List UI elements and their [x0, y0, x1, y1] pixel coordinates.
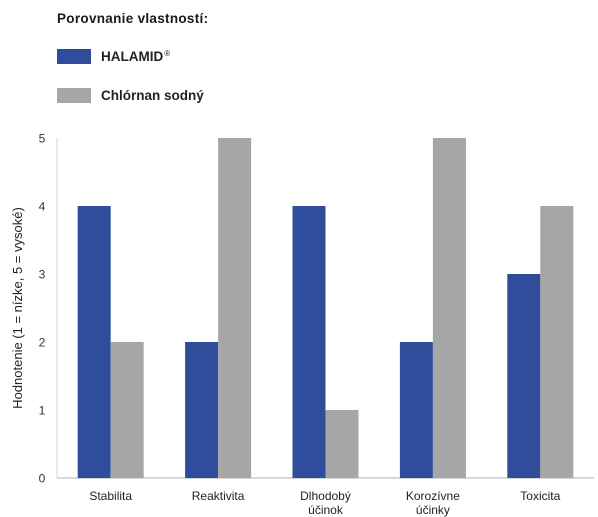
x-tick-label: Dlhodobý účinok: [300, 489, 351, 517]
bar-halamid: [292, 206, 326, 478]
y-tick-label: 4: [39, 200, 46, 214]
bar-halamid: [77, 206, 111, 478]
bar-halamid: [185, 342, 219, 478]
legend-swatch-halamid: [57, 49, 91, 64]
y-axis-label: Hodnotenie (1 = nízke, 5 = vysoké): [10, 207, 25, 409]
legend-label-chlornan: Chlórnan sodný: [101, 88, 204, 103]
x-tick-label: Reaktivita: [192, 489, 245, 503]
bar-chlornan: [325, 410, 359, 478]
y-tick-label: 1: [39, 404, 46, 418]
legend-item-chlornan: Chlórnan sodný: [57, 88, 204, 103]
legend-label-halamid: HALAMID®: [101, 49, 171, 64]
x-tick-label: Korozívne účinky: [406, 489, 460, 517]
y-tick-label: 0: [39, 472, 46, 486]
y-tick-label: 2: [39, 336, 46, 350]
chart-title: Porovnanie vlastností:: [57, 11, 209, 26]
bar-chlornan: [110, 342, 144, 478]
bar-halamid: [399, 342, 433, 478]
x-tick-label: Toxicita: [520, 489, 560, 503]
x-tick-label: Stabilita: [89, 489, 132, 503]
bar-halamid: [507, 274, 541, 478]
y-tick-label: 3: [39, 268, 46, 282]
legend-item-halamid: HALAMID®: [57, 49, 170, 64]
bar-chlornan: [432, 138, 466, 478]
legend-swatch-chlornan: [57, 88, 91, 103]
bar-chlornan: [218, 138, 252, 478]
bar-chlornan: [540, 206, 574, 478]
y-tick-label: 5: [39, 132, 46, 146]
